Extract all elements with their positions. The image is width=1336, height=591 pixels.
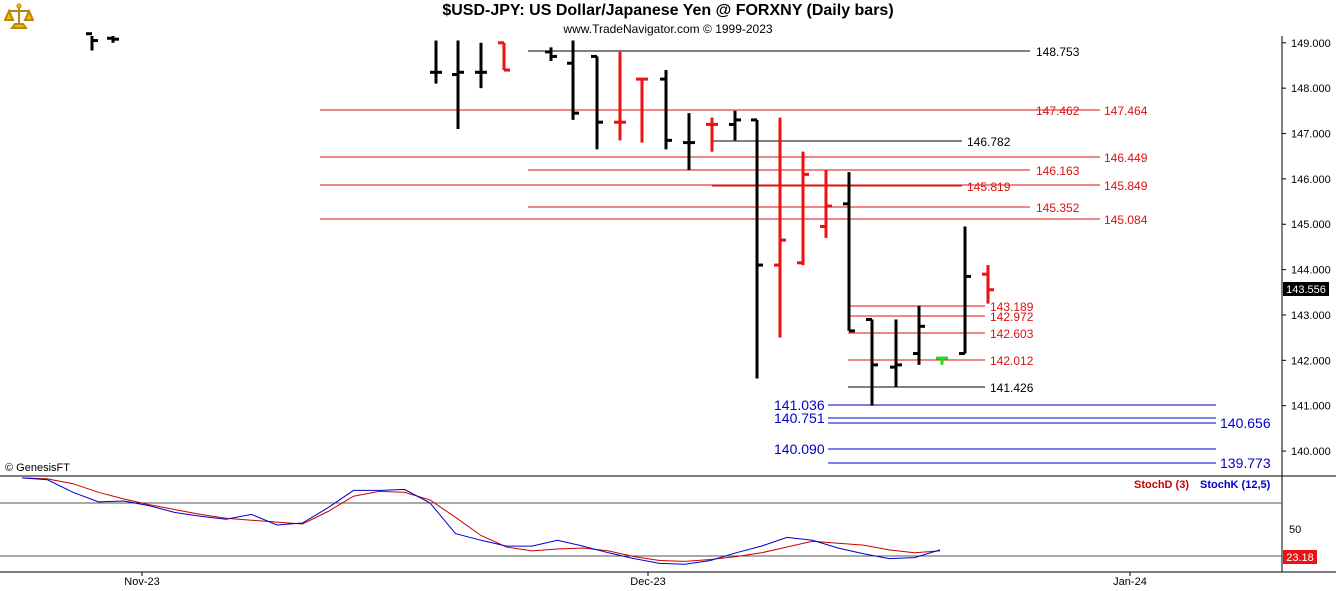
price-tick-label: 146.000 bbox=[1291, 174, 1331, 186]
time-label-jan: Jan-24 bbox=[1113, 576, 1147, 588]
trade-navigator-logo-icon bbox=[4, 3, 34, 29]
price-bar bbox=[614, 51, 626, 141]
level-label: 145.819 bbox=[967, 180, 1011, 194]
price-tick-label: 144.000 bbox=[1291, 265, 1331, 277]
price-bar bbox=[683, 113, 695, 170]
price-bars bbox=[86, 32, 994, 406]
price-bar bbox=[567, 40, 579, 120]
level-label: 146.782 bbox=[967, 135, 1011, 149]
time-axis: Nov-23 Dec-23 Jan-24 bbox=[124, 572, 1147, 588]
chart-subtitle: www.TradeNavigator.com © 1999-2023 bbox=[563, 22, 773, 36]
stochastic-panel: 50 StochD (3) StochK (12,5) 23.18 bbox=[0, 476, 1336, 573]
price-bar bbox=[751, 118, 763, 379]
price-bar bbox=[797, 151, 809, 266]
price-bar bbox=[452, 40, 464, 129]
level-label: 140.090 bbox=[774, 441, 825, 457]
data-credit: © GenesisFT bbox=[5, 462, 70, 474]
price-bar bbox=[866, 318, 878, 406]
level-label: 139.773 bbox=[1220, 455, 1271, 471]
level-label: 140.656 bbox=[1220, 415, 1271, 431]
price-bar bbox=[729, 110, 741, 141]
price-bar bbox=[843, 172, 855, 333]
price-axis-ticks: 149.000 148.000 147.000 146.000 145.000 144.0… bbox=[1282, 38, 1331, 458]
price-bar bbox=[475, 42, 487, 89]
price-panel: 149.000 148.000 147.000 146.000 145.000 144.0… bbox=[0, 32, 1336, 477]
level-label: 146.163 bbox=[1036, 164, 1080, 178]
level-label: 145.352 bbox=[1036, 201, 1080, 215]
legend-stoch-k: StochK (12,5) bbox=[1200, 479, 1271, 491]
stoch-tick-50: 50 bbox=[1289, 524, 1301, 536]
time-label-dec: Dec-23 bbox=[630, 576, 665, 588]
price-tick-label: 143.000 bbox=[1291, 310, 1331, 322]
price-bar bbox=[498, 41, 510, 72]
chart-title: $USD-JPY: US Dollar/Japanese Yen @ FORXN… bbox=[442, 2, 894, 19]
last-price-label: 143.556 bbox=[1286, 284, 1326, 296]
support-resistance-levels: 148.753 147.462 147.464 146.782 146.449 146.1… bbox=[320, 45, 1271, 471]
price-bar bbox=[982, 265, 994, 304]
level-label: 142.012 bbox=[990, 354, 1034, 368]
price-bar bbox=[706, 117, 718, 152]
price-tick-label: 141.000 bbox=[1291, 401, 1331, 413]
level-label: 141.036 bbox=[774, 397, 825, 413]
level-label: 148.753 bbox=[1036, 45, 1080, 59]
last-price-background bbox=[1283, 282, 1329, 296]
level-label: 145.084 bbox=[1104, 213, 1148, 227]
price-bar bbox=[913, 305, 925, 365]
time-label-nov: Nov-23 bbox=[124, 576, 159, 588]
stoch-d-line bbox=[21, 477, 941, 562]
price-bar bbox=[86, 32, 98, 51]
price-bar bbox=[545, 47, 557, 61]
price-tick-label: 147.000 bbox=[1291, 129, 1331, 141]
price-tick-label: 145.000 bbox=[1291, 219, 1331, 231]
price-tick-label: 149.000 bbox=[1291, 38, 1331, 50]
level-label: 143.189 bbox=[990, 300, 1034, 314]
last-price-marker: 143.556 bbox=[1283, 282, 1329, 296]
price-tick-label: 142.000 bbox=[1291, 355, 1331, 367]
level-label: 142.603 bbox=[990, 327, 1034, 341]
price-bar bbox=[591, 54, 603, 150]
price-bar bbox=[660, 70, 672, 150]
price-tick-label: 148.000 bbox=[1291, 83, 1331, 95]
stoch-last-value-background bbox=[1283, 550, 1317, 564]
price-bar bbox=[636, 77, 648, 143]
level-label: 140.751 bbox=[774, 410, 825, 426]
level-label: 145.849 bbox=[1104, 179, 1148, 193]
level-label: 141.426 bbox=[990, 381, 1034, 395]
level-label: 142.972 bbox=[990, 310, 1034, 324]
legend-stoch-d: StochD (3) bbox=[1134, 479, 1189, 491]
price-tick-label: 140.000 bbox=[1291, 446, 1331, 458]
price-bar bbox=[959, 226, 971, 356]
stoch-last-value-label: 23.18 bbox=[1286, 552, 1314, 564]
price-bar bbox=[936, 356, 948, 365]
price-bar bbox=[430, 40, 442, 84]
stoch-k-line bbox=[21, 477, 941, 565]
level-label: 146.449 bbox=[1104, 151, 1148, 165]
price-bar bbox=[774, 117, 786, 338]
price-bar bbox=[820, 169, 832, 238]
price-bar bbox=[107, 36, 119, 43]
level-label: 147.464 bbox=[1104, 104, 1148, 118]
level-label: 147.462 bbox=[1036, 104, 1080, 118]
price-bar bbox=[890, 319, 902, 387]
